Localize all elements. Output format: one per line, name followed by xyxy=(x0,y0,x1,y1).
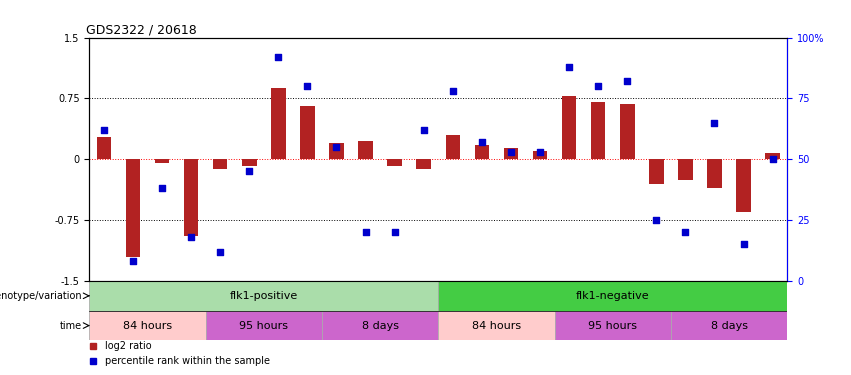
Point xyxy=(620,78,634,84)
Point xyxy=(504,149,517,155)
Point xyxy=(388,229,402,235)
Point xyxy=(329,144,343,150)
Bar xyxy=(184,159,198,236)
Point xyxy=(475,139,488,145)
Text: genotype/variation: genotype/variation xyxy=(0,291,83,301)
Bar xyxy=(678,159,693,180)
Point xyxy=(243,168,256,174)
Text: flk1-positive: flk1-positive xyxy=(230,291,298,301)
Point xyxy=(300,83,314,89)
Bar xyxy=(438,311,555,340)
Point xyxy=(737,242,751,248)
Point xyxy=(359,229,373,235)
Bar xyxy=(707,159,722,188)
Point xyxy=(563,64,576,70)
Point xyxy=(417,127,431,133)
Point xyxy=(214,249,227,255)
Bar xyxy=(329,143,344,159)
Bar xyxy=(213,159,227,169)
Bar xyxy=(89,281,438,311)
Bar xyxy=(155,159,169,163)
Bar xyxy=(649,159,664,184)
Bar xyxy=(300,106,315,159)
Bar xyxy=(89,311,206,340)
Bar xyxy=(438,281,787,311)
Bar xyxy=(416,159,431,169)
Point xyxy=(708,120,722,126)
Bar xyxy=(97,136,111,159)
Bar xyxy=(387,159,402,166)
Point xyxy=(591,83,605,89)
Bar xyxy=(322,311,438,340)
Bar xyxy=(126,159,140,256)
Text: GDS2322 / 20618: GDS2322 / 20618 xyxy=(86,23,197,36)
Text: flk1-negative: flk1-negative xyxy=(576,291,649,301)
Text: 84 hours: 84 hours xyxy=(123,321,172,331)
Bar xyxy=(358,141,373,159)
Point xyxy=(649,217,663,223)
Text: time: time xyxy=(60,321,83,331)
Bar xyxy=(620,104,635,159)
Point xyxy=(271,54,285,60)
Point xyxy=(446,88,460,94)
Bar xyxy=(206,311,322,340)
Text: log2 ratio: log2 ratio xyxy=(105,341,151,351)
Bar xyxy=(533,151,547,159)
Bar xyxy=(736,159,751,212)
Point xyxy=(126,258,140,264)
Bar xyxy=(271,88,286,159)
Point xyxy=(185,234,198,240)
Text: percentile rank within the sample: percentile rank within the sample xyxy=(105,356,270,366)
Text: 84 hours: 84 hours xyxy=(471,321,521,331)
Bar xyxy=(671,311,787,340)
Point xyxy=(678,229,692,235)
Text: 95 hours: 95 hours xyxy=(588,321,637,331)
Point xyxy=(97,127,111,133)
Bar xyxy=(446,135,460,159)
Bar xyxy=(765,153,780,159)
Point xyxy=(534,149,547,155)
Bar xyxy=(504,148,518,159)
Point xyxy=(155,185,168,191)
Point xyxy=(766,156,780,162)
Bar xyxy=(555,311,671,340)
Text: 8 days: 8 days xyxy=(362,321,398,331)
Text: 8 days: 8 days xyxy=(711,321,747,331)
Bar xyxy=(475,145,489,159)
Bar xyxy=(242,159,256,166)
Bar xyxy=(562,96,576,159)
Bar xyxy=(591,102,605,159)
Text: 95 hours: 95 hours xyxy=(239,321,288,331)
